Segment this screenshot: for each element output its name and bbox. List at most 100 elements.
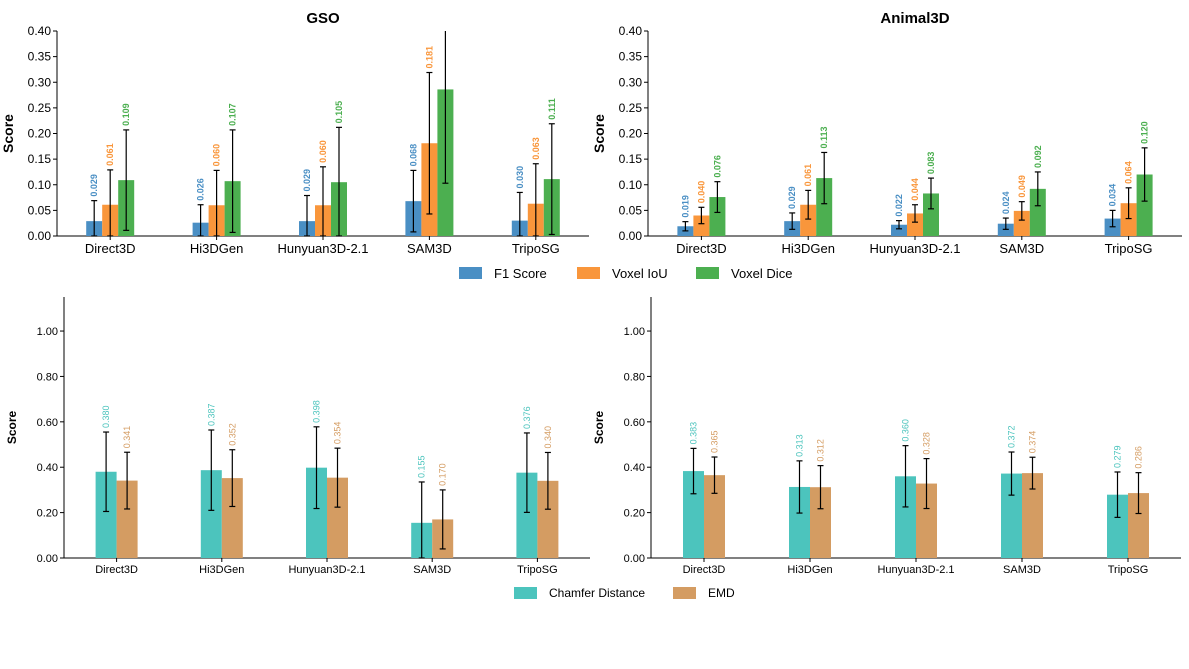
- y-tick-label: 0.05: [619, 203, 643, 217]
- y-tick-label: 0.10: [28, 178, 52, 192]
- chart-panel-2: Animal3D 0.00 0.05 0.10 0.15 0.20 0.25 0.30 0.35…: [591, 10, 1182, 256]
- bar-emd-hi3dgen: [221, 478, 243, 558]
- bar-emd-hunyuan3d-2-1: [327, 477, 348, 558]
- x-tick-label: Direct3D: [676, 241, 727, 256]
- data-label-voxel-iou: 0.044: [910, 178, 920, 201]
- legend-label-voxel-iou: Voxel IoU: [612, 266, 668, 281]
- data-label-f1-score: 0.030: [515, 166, 525, 189]
- bar-emd-triposg: [1128, 493, 1149, 558]
- x-tick-label: Hunyuan3D-2.1: [277, 241, 368, 256]
- data-label-chamfer-distance: 0.279: [1113, 445, 1123, 468]
- legend-top: F1 Score Voxel IoU Voxel Dice: [459, 266, 792, 281]
- legend-swatch-voxel-iou: [577, 267, 600, 279]
- data-label-voxel-dice: 0.113: [819, 126, 829, 148]
- y-axis-label: Score: [5, 411, 19, 445]
- data-label-emd: 0.328: [922, 432, 932, 455]
- data-label-f1-score: 0.029: [787, 186, 797, 209]
- data-label-chamfer-distance: 0.380: [101, 406, 111, 429]
- data-label-voxel-iou: 0.060: [212, 144, 222, 167]
- y-tick-label: 0.25: [619, 101, 643, 115]
- data-label-voxel-iou: 0.049: [1017, 175, 1027, 198]
- x-tick-label: SAM3D: [999, 241, 1044, 256]
- y-tick-label: 0.05: [28, 203, 52, 217]
- data-label-voxel-iou: 0.040: [696, 181, 706, 204]
- bar-emd-sam3d: [1022, 473, 1043, 558]
- y-tick-label: 0.80: [37, 371, 58, 383]
- bar-voxel-dice-triposg: [1136, 174, 1153, 236]
- x-tick-label: Hunyuan3D-2.1: [869, 241, 960, 256]
- legend-label-chamfer-distance: Chamfer Distance: [549, 586, 645, 600]
- bar-voxel-dice-hunyuan3d-2-1: [923, 193, 939, 236]
- x-tick-label: Direct3D: [95, 564, 138, 576]
- y-tick-label: 0.25: [28, 101, 52, 115]
- chart-panel-4: 0.00 0.20 0.40 0.60 0.80 1.00 Score Direct3D 0.3…: [592, 297, 1181, 576]
- x-tick-label: Direct3D: [683, 564, 726, 576]
- data-label-f1-score: 0.029: [302, 169, 312, 192]
- data-label-voxel-dice: 0.105: [334, 101, 344, 124]
- y-tick-label: 0.80: [624, 371, 645, 383]
- y-tick-label: 0.10: [619, 178, 643, 192]
- y-tick-label: 0.30: [619, 75, 643, 89]
- legend-swatch-emd: [673, 587, 696, 599]
- y-tick-label: 0.60: [624, 417, 645, 429]
- data-label-emd: 0.352: [227, 423, 237, 446]
- y-tick-label: 0.00: [28, 229, 52, 243]
- legend-swatch-f1-score: [459, 267, 482, 279]
- x-tick-label: Hi3DGen: [190, 241, 243, 256]
- x-tick-label: Hi3DGen: [781, 241, 834, 256]
- data-label-emd: 0.170: [438, 463, 448, 486]
- data-label-emd: 0.354: [333, 422, 343, 445]
- data-label-f1-score: 0.026: [196, 178, 206, 201]
- bar-voxel-dice-sam3d: [1029, 188, 1046, 236]
- data-label-emd: 0.374: [1028, 431, 1038, 454]
- x-tick-label: TripoSG: [512, 241, 560, 256]
- y-tick-label: 0.20: [37, 508, 58, 520]
- bar-chamfer-distance-hunyuan3d-2-1: [306, 467, 327, 558]
- chart-title: GSO: [306, 10, 340, 27]
- bar-f1-score-hunyuan3d-2-1: [891, 224, 907, 236]
- y-tick-label: 1.00: [624, 326, 645, 338]
- bar-emd-direct3d: [704, 475, 725, 558]
- data-label-voxel-iou: 0.181: [424, 46, 434, 69]
- data-label-f1-score: 0.034: [1108, 184, 1118, 207]
- x-tick-label: SAM3D: [1003, 564, 1041, 576]
- data-label-emd: 0.341: [122, 426, 132, 449]
- legend-bottom: Chamfer Distance EMD: [514, 586, 735, 600]
- legend-swatch-voxel-dice: [696, 267, 719, 279]
- data-label-voxel-dice: 0.083: [926, 152, 936, 175]
- y-axis-label: Score: [591, 114, 607, 153]
- y-tick-label: 0.40: [28, 24, 52, 38]
- bar-voxel-dice-direct3d: [709, 197, 726, 236]
- y-tick-label: 0.20: [619, 127, 643, 141]
- data-label-voxel-dice: 0.120: [1140, 121, 1150, 144]
- y-tick-label: 0.35: [28, 50, 52, 64]
- bar-chamfer-distance-triposg: [516, 472, 538, 558]
- legend-label-voxel-dice: Voxel Dice: [731, 266, 792, 281]
- data-label-chamfer-distance: 0.376: [522, 406, 532, 429]
- data-label-f1-score: 0.019: [680, 195, 690, 218]
- legend-label-emd: EMD: [708, 586, 735, 600]
- bar-chamfer-distance-direct3d: [683, 471, 704, 558]
- data-label-chamfer-distance: 0.372: [1007, 425, 1017, 448]
- bar-voxel-iou-sam3d: [1013, 210, 1030, 236]
- y-tick-label: 0.35: [619, 50, 643, 64]
- y-tick-label: 1.00: [37, 326, 58, 338]
- bar-emd-direct3d: [116, 480, 138, 558]
- x-tick-label: Hi3DGen: [199, 564, 244, 576]
- bar-voxel-iou-triposg: [1120, 203, 1137, 236]
- bar-chamfer-distance-hunyuan3d-2-1: [895, 476, 916, 558]
- data-label-chamfer-distance: 0.383: [689, 422, 699, 445]
- data-label-chamfer-distance: 0.155: [417, 455, 427, 478]
- bar-chamfer-distance-triposg: [1107, 494, 1128, 558]
- data-label-emd: 0.286: [1134, 446, 1144, 469]
- data-label-voxel-dice: 0.109: [121, 103, 131, 126]
- data-label-f1-score: 0.024: [1001, 192, 1011, 215]
- chart-panel-3: 0.00 0.20 0.40 0.60 0.80 1.00 Score Direct3D 0.3…: [5, 297, 590, 576]
- x-tick-label: SAM3D: [407, 241, 452, 256]
- data-label-chamfer-distance: 0.398: [312, 400, 322, 423]
- legend-swatch-chamfer-distance: [514, 587, 537, 599]
- bar-emd-triposg: [537, 480, 559, 558]
- x-tick-label: TripoSG: [1105, 241, 1153, 256]
- bar-chamfer-distance-hi3dgen: [200, 470, 222, 558]
- data-label-voxel-dice: 0.111: [547, 98, 557, 120]
